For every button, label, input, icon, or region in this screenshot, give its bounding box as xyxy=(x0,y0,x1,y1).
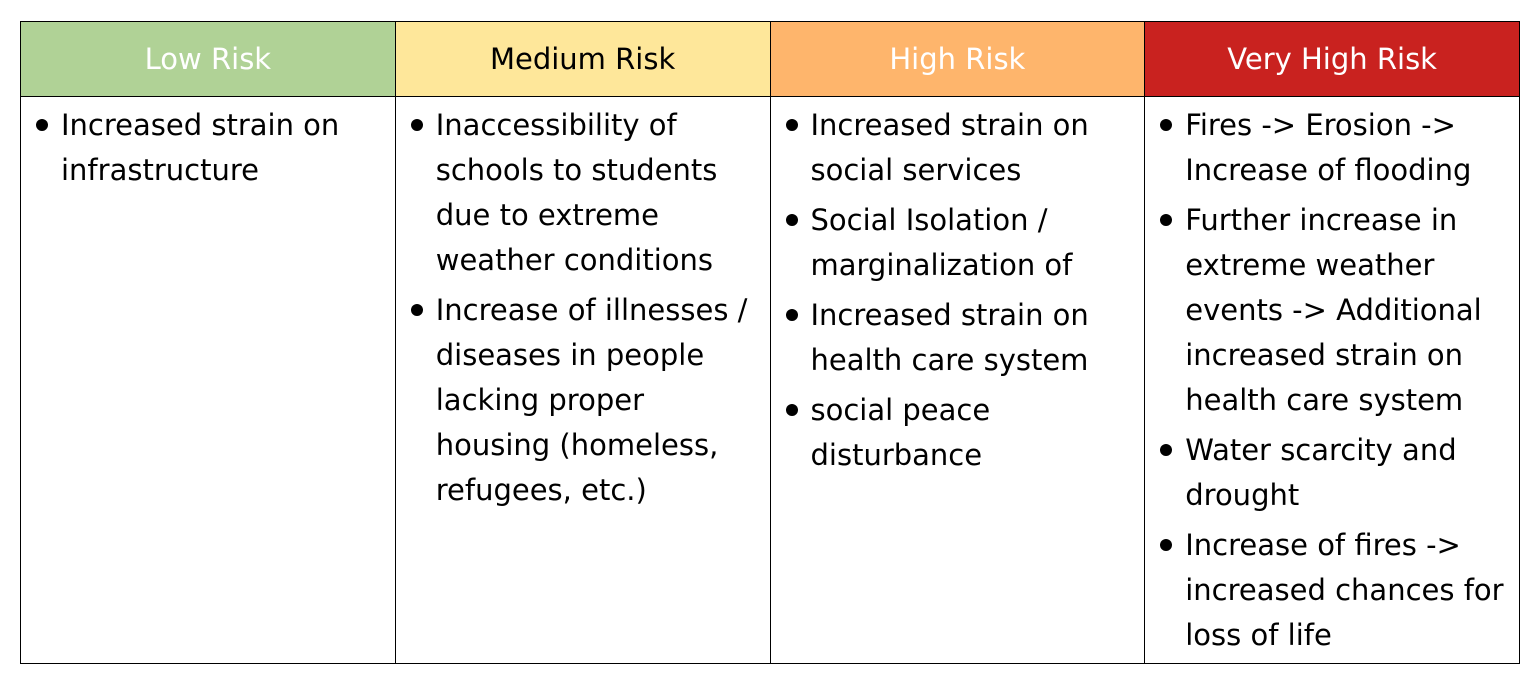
high-risk-cell: Increased strain on social services Soci… xyxy=(769,96,1146,664)
list-item: Fires -> Erosion -> Increase of flooding xyxy=(1157,103,1509,193)
very-high-risk-list: Fires -> Erosion -> Increase of flooding… xyxy=(1157,103,1509,658)
risk-table-body: Increased strain on infrastructure Inacc… xyxy=(20,96,1520,664)
list-item: Inaccessibility of schools to students d… xyxy=(408,103,760,283)
list-item: Water scarcity and drought xyxy=(1157,428,1509,518)
list-item: Increase of illnesses / diseases in peop… xyxy=(408,288,760,513)
list-item: Increase of fires -> increased chances f… xyxy=(1157,523,1509,658)
content-row: Increased strain on infrastructure Inacc… xyxy=(20,96,1520,664)
list-item: Social Isolation / marginalization of xyxy=(783,198,1135,288)
header-medium-risk: Medium Risk xyxy=(394,21,771,97)
list-item: Increased strain on health care system xyxy=(783,293,1135,383)
list-item: Further increase in extreme weather even… xyxy=(1157,198,1509,423)
medium-risk-list: Inaccessibility of schools to students d… xyxy=(408,103,760,513)
list-item: Increased strain on infrastructure xyxy=(33,103,385,193)
list-item: social peace disturbance xyxy=(783,388,1135,478)
medium-risk-cell: Inaccessibility of schools to students d… xyxy=(394,96,771,664)
high-risk-list: Increased strain on social services Soci… xyxy=(783,103,1135,478)
header-low-risk: Low Risk xyxy=(20,21,396,97)
low-risk-cell: Increased strain on infrastructure xyxy=(20,96,396,664)
low-risk-list: Increased strain on infrastructure xyxy=(33,103,385,193)
risk-table-header: Low Risk Medium Risk High Risk Very High… xyxy=(20,21,1520,97)
very-high-risk-cell: Fires -> Erosion -> Increase of flooding… xyxy=(1144,96,1520,664)
list-item: Increased strain on social services xyxy=(783,103,1135,193)
risk-table: Low Risk Medium Risk High Risk Very High… xyxy=(20,21,1520,664)
header-very-high-risk: Very High Risk xyxy=(1144,21,1520,97)
header-high-risk: High Risk xyxy=(769,21,1146,97)
header-row: Low Risk Medium Risk High Risk Very High… xyxy=(20,21,1520,97)
